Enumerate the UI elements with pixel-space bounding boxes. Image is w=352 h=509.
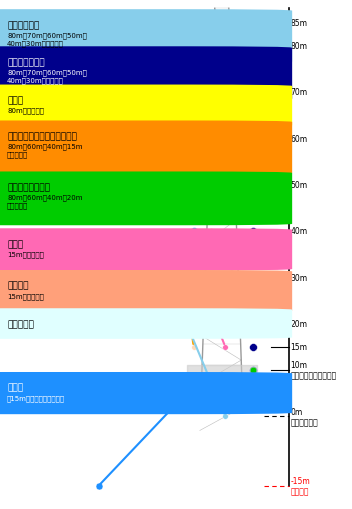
FancyBboxPatch shape (0, 86, 292, 127)
Text: －15m地点（海底）に設置: －15m地点（海底）に設置 (7, 394, 65, 401)
Text: -15m
（海底）: -15m （海底） (290, 476, 310, 496)
Text: 15m地点に設置: 15m地点に設置 (7, 251, 44, 258)
Text: 60m: 60m (290, 134, 308, 144)
Text: 温湿度計（温度計＋湿度計）: 温湿度計（温度計＋湿度計） (7, 132, 77, 141)
Text: 70m: 70m (290, 88, 308, 97)
Text: 20m: 20m (290, 320, 307, 328)
Text: 80m: 80m (290, 42, 307, 51)
Text: 50m: 50m (290, 181, 308, 189)
Text: 気圧計: 気圧計 (7, 96, 23, 105)
Text: 80m地点に設置: 80m地点に設置 (7, 107, 44, 114)
FancyBboxPatch shape (0, 308, 292, 339)
Text: 85m: 85m (290, 19, 307, 27)
Text: 80m、70m、60m、50m、
40m、30m地点に設置: 80m、70m、60m、50m、 40m、30m地点に設置 (7, 33, 87, 47)
Text: 降水計: 降水計 (7, 239, 23, 248)
Text: 30m: 30m (290, 273, 308, 282)
FancyBboxPatch shape (0, 10, 292, 64)
Text: 80m、60m、40m、20m
地点に設置: 80m、60m、40m、20m 地点に設置 (7, 194, 82, 209)
FancyBboxPatch shape (0, 172, 292, 226)
FancyBboxPatch shape (0, 47, 292, 101)
Text: 0m
（平均海面）: 0m （平均海面） (290, 407, 318, 426)
FancyBboxPatch shape (0, 270, 292, 313)
Text: 15m: 15m (290, 343, 307, 352)
Text: 海面温度計: 海面温度計 (7, 319, 34, 328)
Text: 40m: 40m (290, 227, 308, 236)
Text: 矢羽根式風向計: 矢羽根式風向計 (7, 58, 45, 67)
Text: 15m地点に設置: 15m地点に設置 (7, 293, 44, 299)
Text: 10m
（プラットフォーム）: 10m （プラットフォーム） (290, 360, 337, 380)
Text: 超音波風向風速計: 超音波風向風速計 (7, 183, 50, 192)
Text: ライダー: ライダー (7, 281, 29, 290)
Text: 80m、60m、40m、15m
地点に設置: 80m、60m、40m、15m 地点に設置 (7, 144, 82, 158)
Text: 海象計: 海象計 (7, 383, 23, 392)
FancyBboxPatch shape (0, 372, 292, 414)
Text: 80m、70m、60m、50m、
40m、30m地点に設置: 80m、70m、60m、50m、 40m、30m地点に設置 (7, 69, 87, 83)
FancyBboxPatch shape (0, 229, 292, 271)
Text: 三杯式風速計: 三杯式風速計 (7, 21, 39, 30)
FancyBboxPatch shape (0, 121, 292, 175)
